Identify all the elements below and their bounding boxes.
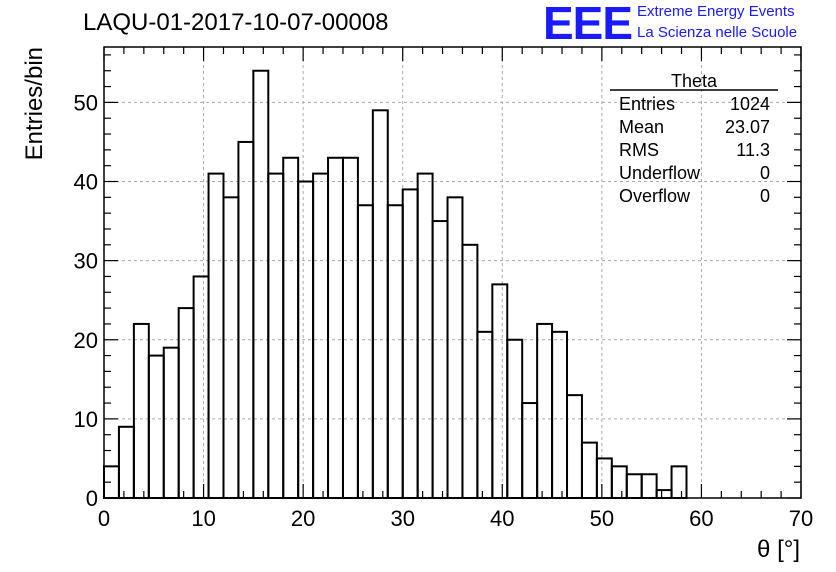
x-tick-label: 0 [98,506,110,531]
histogram-bin [640,473,658,499]
histogram-bin [312,172,330,499]
stats-row-label: Mean [619,117,664,137]
histogram-bin [551,330,569,499]
histogram-bin [446,196,464,499]
histogram-bin [670,465,688,500]
y-tick-label: 40 [74,170,98,195]
histogram-bin [461,243,479,499]
x-tick-label: 10 [191,506,215,531]
y-tick-label: 10 [74,407,98,432]
stats-row-value: 23.07 [725,117,770,137]
stats-row-value: 0 [760,163,770,183]
chart-title: LAQU-01-2017-10-07-00008 [83,9,389,36]
logo-tagline-2: La Scienza nelle Scuole [637,24,798,41]
x-tick-label: 70 [789,506,813,531]
plot-frame [103,46,802,499]
histogram-bin [147,354,165,499]
stats-row-label: RMS [619,140,659,160]
x-tick-label: 50 [590,506,614,531]
axes [103,46,802,499]
histogram-bin [610,465,628,500]
histogram-bin [401,188,419,499]
histogram-bin [162,346,180,499]
histogram-bin [655,489,673,499]
histogram-bin [267,172,285,499]
histogram-bin [431,220,449,499]
logo-tagline-1: Extreme Energy Events [637,3,795,20]
histogram-bin [476,330,494,499]
histogram-bars [103,69,688,500]
histogram-bin [566,394,583,499]
histogram-bin [327,156,344,499]
histogram-bin [252,69,270,499]
histogram-bin [177,307,195,499]
histogram-bin [416,172,434,499]
histogram-bin [117,425,135,499]
eee-logo: EEE [543,0,633,49]
stats-row-label: Overflow [619,186,691,206]
histogram-bin [237,140,255,500]
grid-lines [104,47,801,498]
x-tick-label: 30 [390,506,414,531]
histogram-bin [222,196,240,499]
histogram-bin [580,441,598,500]
histogram-bin [356,204,374,500]
stats-row-value: 1024 [730,94,770,114]
histogram-bin [371,109,389,499]
y-tick-label: 20 [74,328,98,353]
histogram-bin [521,402,539,500]
histogram-bin [207,172,225,499]
x-tick-label: 60 [689,506,713,531]
y-tick-label: 0 [86,486,98,511]
histogram-bin [386,204,404,500]
histogram-bin [282,156,300,499]
histogram-bin [595,457,613,500]
stats-row-label: Entries [619,94,675,114]
y-tick-label: 50 [74,90,98,115]
y-tick-label: 30 [74,249,98,274]
histogram-bin [625,473,643,499]
y-axis-label: Entries/bin [21,47,48,160]
histogram-bin [192,275,210,499]
stats-box: Theta Entries 1024 Mean 23.07 RMS 11.3 Underfl… [610,71,778,206]
histogram-bin [536,322,554,499]
stats-box-name: Theta [671,71,718,91]
x-tick-label: 20 [291,506,315,531]
stats-row-value: 11.3 [736,140,770,160]
stats-row-value: 0 [760,186,770,206]
histogram-bin [341,156,359,499]
histogram-bin [491,283,509,499]
stats-row-label: Underflow [619,163,701,183]
x-tick-label: 40 [490,506,514,531]
histogram-bin [132,322,150,499]
tick-labels: 0 10 20 30 40 50 60 70 0 10 20 30 40 50 [74,90,814,531]
x-axis-label: θ [°] [757,536,800,563]
